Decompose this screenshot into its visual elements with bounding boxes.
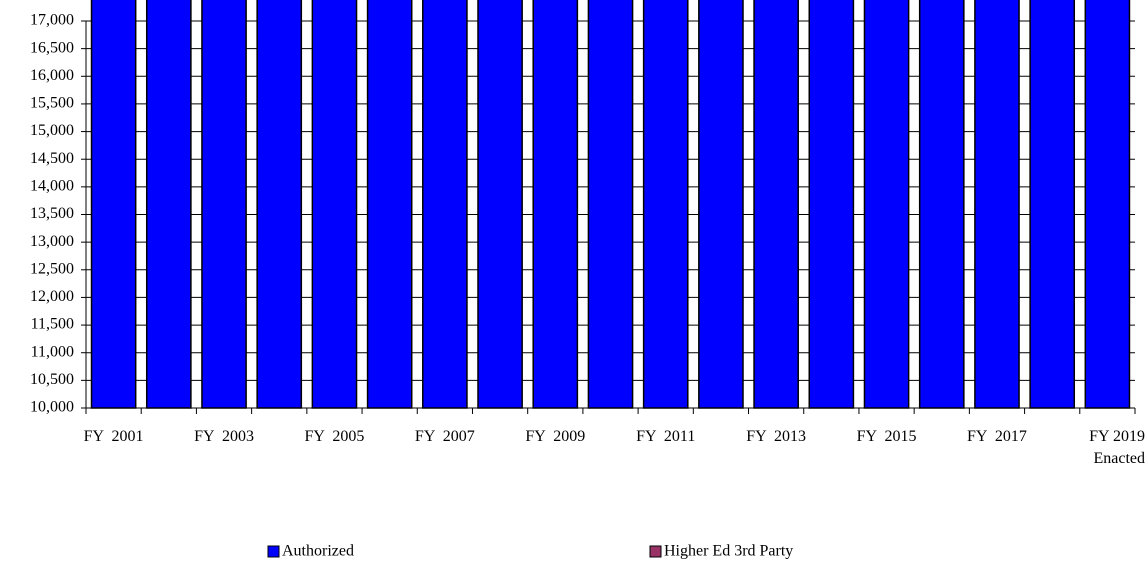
bar-segment bbox=[808, 0, 855, 409]
y-tick-label: 13,000 bbox=[30, 233, 74, 250]
y-tick-label: 14,500 bbox=[30, 150, 74, 167]
legend-label: Higher Ed 3rd Party bbox=[664, 543, 793, 560]
bar-segment bbox=[1084, 0, 1131, 409]
y-tick-label: 16,500 bbox=[30, 39, 74, 56]
y-tick-label: 11,000 bbox=[31, 343, 74, 360]
legend-swatch bbox=[267, 545, 280, 558]
bar-segment bbox=[863, 0, 910, 409]
bar-segment bbox=[477, 0, 523, 409]
y-tick-label: 10,000 bbox=[30, 399, 74, 416]
x-tick-label: FY 2011 bbox=[636, 428, 696, 445]
bar-segment bbox=[1029, 0, 1076, 409]
bar-segment bbox=[145, 0, 192, 409]
bar-segment bbox=[422, 0, 468, 409]
x-tick-label: FY 2001 bbox=[83, 428, 144, 445]
y-tick-label: 10,500 bbox=[30, 371, 74, 388]
bar-segment bbox=[753, 0, 799, 409]
bar-segment bbox=[587, 0, 634, 409]
bar-segment bbox=[532, 0, 579, 409]
x-tick-label: FY 2013 bbox=[746, 428, 807, 445]
bar-segment bbox=[974, 0, 1020, 409]
bar-segment bbox=[918, 0, 965, 409]
y-tick-label: 11,500 bbox=[31, 316, 74, 333]
legend-label: Authorized bbox=[282, 543, 354, 560]
y-tick-label: 17,000 bbox=[30, 12, 74, 29]
x-tick-label: FY 2015 bbox=[856, 428, 917, 445]
bar-segment bbox=[698, 0, 744, 409]
bar-segment bbox=[311, 0, 358, 409]
bar-segment bbox=[256, 0, 303, 409]
y-tick-label: 12,500 bbox=[30, 260, 74, 277]
bar-segment bbox=[90, 0, 137, 409]
y-tick-label: 16,000 bbox=[30, 67, 74, 84]
legend-swatch bbox=[649, 545, 662, 558]
y-tick-label: 13,500 bbox=[30, 205, 74, 222]
y-tick-label: 15,500 bbox=[30, 95, 74, 112]
bar-segment bbox=[201, 0, 247, 409]
y-tick-label: 14,000 bbox=[30, 178, 74, 195]
x-tick-label: FY 2007 bbox=[414, 428, 475, 445]
x-tick-label: FY 2017 bbox=[967, 428, 1027, 445]
y-tick-label: 15,000 bbox=[30, 122, 74, 139]
x-tick-label: FY 2003 bbox=[194, 428, 254, 445]
y-tick-label: 12,000 bbox=[30, 288, 74, 305]
x-tick-label: FY 2019 Enacted bbox=[1089, 428, 1145, 467]
bar-segment bbox=[366, 0, 413, 409]
bar-segment bbox=[642, 0, 689, 409]
x-tick-label: FY 2005 bbox=[304, 428, 365, 445]
x-tick-label: FY 2009 bbox=[525, 428, 586, 445]
